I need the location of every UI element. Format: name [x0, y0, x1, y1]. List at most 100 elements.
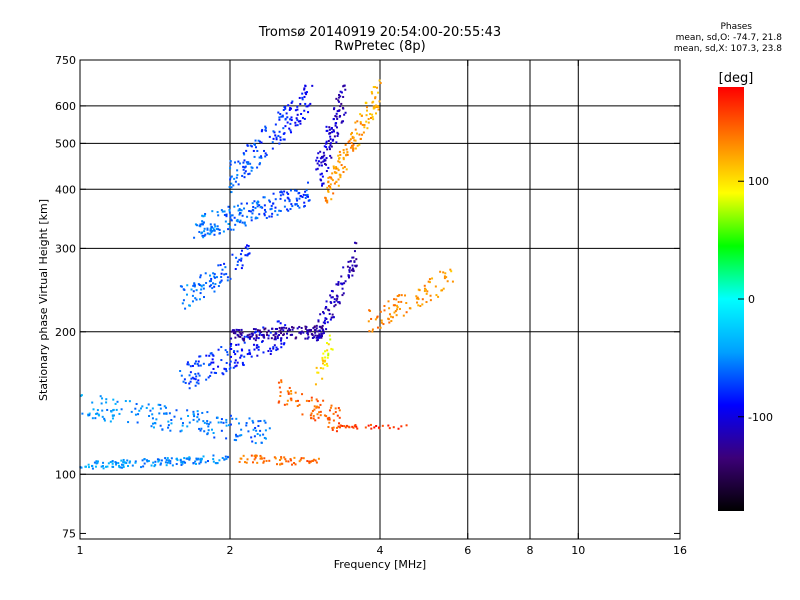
- data-point: [355, 265, 358, 268]
- data-point: [91, 401, 94, 404]
- data-point: [388, 313, 391, 316]
- data-point: [325, 305, 328, 308]
- data-point: [418, 289, 421, 292]
- data-point: [319, 157, 322, 160]
- data-point: [183, 457, 186, 460]
- data-point: [356, 144, 359, 147]
- data-point: [151, 407, 154, 410]
- data-point: [194, 372, 197, 375]
- data-point: [199, 274, 202, 277]
- data-point: [243, 159, 246, 162]
- data-point: [369, 112, 372, 115]
- data-point: [302, 457, 305, 460]
- data-point: [201, 411, 204, 414]
- data-point: [333, 166, 336, 169]
- data-point: [159, 462, 162, 465]
- data-point: [371, 113, 374, 116]
- data-point: [279, 194, 282, 197]
- data-point: [92, 408, 95, 411]
- y-tick-label: 75: [62, 527, 76, 540]
- data-point: [247, 173, 250, 176]
- data-point: [191, 376, 194, 379]
- data-point: [264, 437, 267, 440]
- data-point: [163, 405, 166, 408]
- data-point: [337, 301, 340, 304]
- data-point: [297, 192, 300, 195]
- data-point: [423, 287, 426, 290]
- data-point: [324, 359, 327, 362]
- data-point: [234, 336, 237, 339]
- data-point: [227, 223, 230, 226]
- data-point: [217, 348, 220, 351]
- data-point: [244, 170, 247, 173]
- data-point: [247, 252, 250, 255]
- data-point: [230, 355, 233, 358]
- data-point: [344, 143, 347, 146]
- data-point: [268, 200, 271, 203]
- data-point: [337, 160, 340, 163]
- data-point: [326, 186, 329, 189]
- data-point: [223, 458, 226, 461]
- data-point: [296, 118, 299, 121]
- data-point: [324, 199, 327, 202]
- data-point: [327, 308, 330, 311]
- data-point: [301, 413, 304, 416]
- data-point: [192, 462, 195, 465]
- data-point: [247, 244, 250, 247]
- data-point: [253, 458, 256, 461]
- data-point: [251, 166, 254, 169]
- data-point: [230, 175, 233, 178]
- data-point: [204, 272, 207, 275]
- data-point: [349, 146, 352, 149]
- data-point: [169, 460, 172, 463]
- data-point: [238, 434, 241, 437]
- data-point: [348, 139, 351, 142]
- data-point: [322, 399, 325, 402]
- data-point: [330, 198, 333, 201]
- x-tick-label: 4: [377, 544, 384, 557]
- data-point: [237, 343, 240, 346]
- data-point: [238, 213, 241, 216]
- data-point: [263, 336, 266, 339]
- data-point: [274, 335, 277, 338]
- data-point: [279, 191, 282, 194]
- data-point: [316, 156, 319, 159]
- data-point: [304, 196, 307, 199]
- data-point: [316, 413, 319, 416]
- data-point: [242, 165, 245, 168]
- data-point: [335, 299, 338, 302]
- data-point: [304, 194, 307, 197]
- data-point: [338, 409, 341, 412]
- data-point: [294, 124, 297, 127]
- data-point: [256, 217, 259, 220]
- data-point: [97, 413, 100, 416]
- data-point: [350, 131, 353, 134]
- data-point: [168, 461, 171, 464]
- data-point: [236, 260, 239, 263]
- data-point: [272, 347, 275, 350]
- data-point: [428, 278, 431, 281]
- data-point: [330, 296, 333, 299]
- data-point: [328, 132, 331, 135]
- data-point: [305, 91, 308, 94]
- data-point: [290, 399, 293, 402]
- data-point: [187, 414, 190, 417]
- data-point: [164, 412, 167, 415]
- data-point: [283, 326, 286, 329]
- data-point: [317, 406, 320, 409]
- data-point: [301, 116, 304, 119]
- data-point: [159, 424, 162, 427]
- data-point: [213, 223, 216, 226]
- data-point: [201, 231, 204, 234]
- data-point: [322, 362, 325, 365]
- data-point: [213, 371, 216, 374]
- data-point: [229, 218, 232, 221]
- data-point: [398, 307, 401, 310]
- data-point: [318, 329, 321, 332]
- data-point: [371, 92, 374, 95]
- data-point: [330, 156, 333, 159]
- data-point: [344, 88, 347, 91]
- data-point: [449, 268, 452, 271]
- data-point: [309, 102, 312, 105]
- data-point: [424, 288, 427, 291]
